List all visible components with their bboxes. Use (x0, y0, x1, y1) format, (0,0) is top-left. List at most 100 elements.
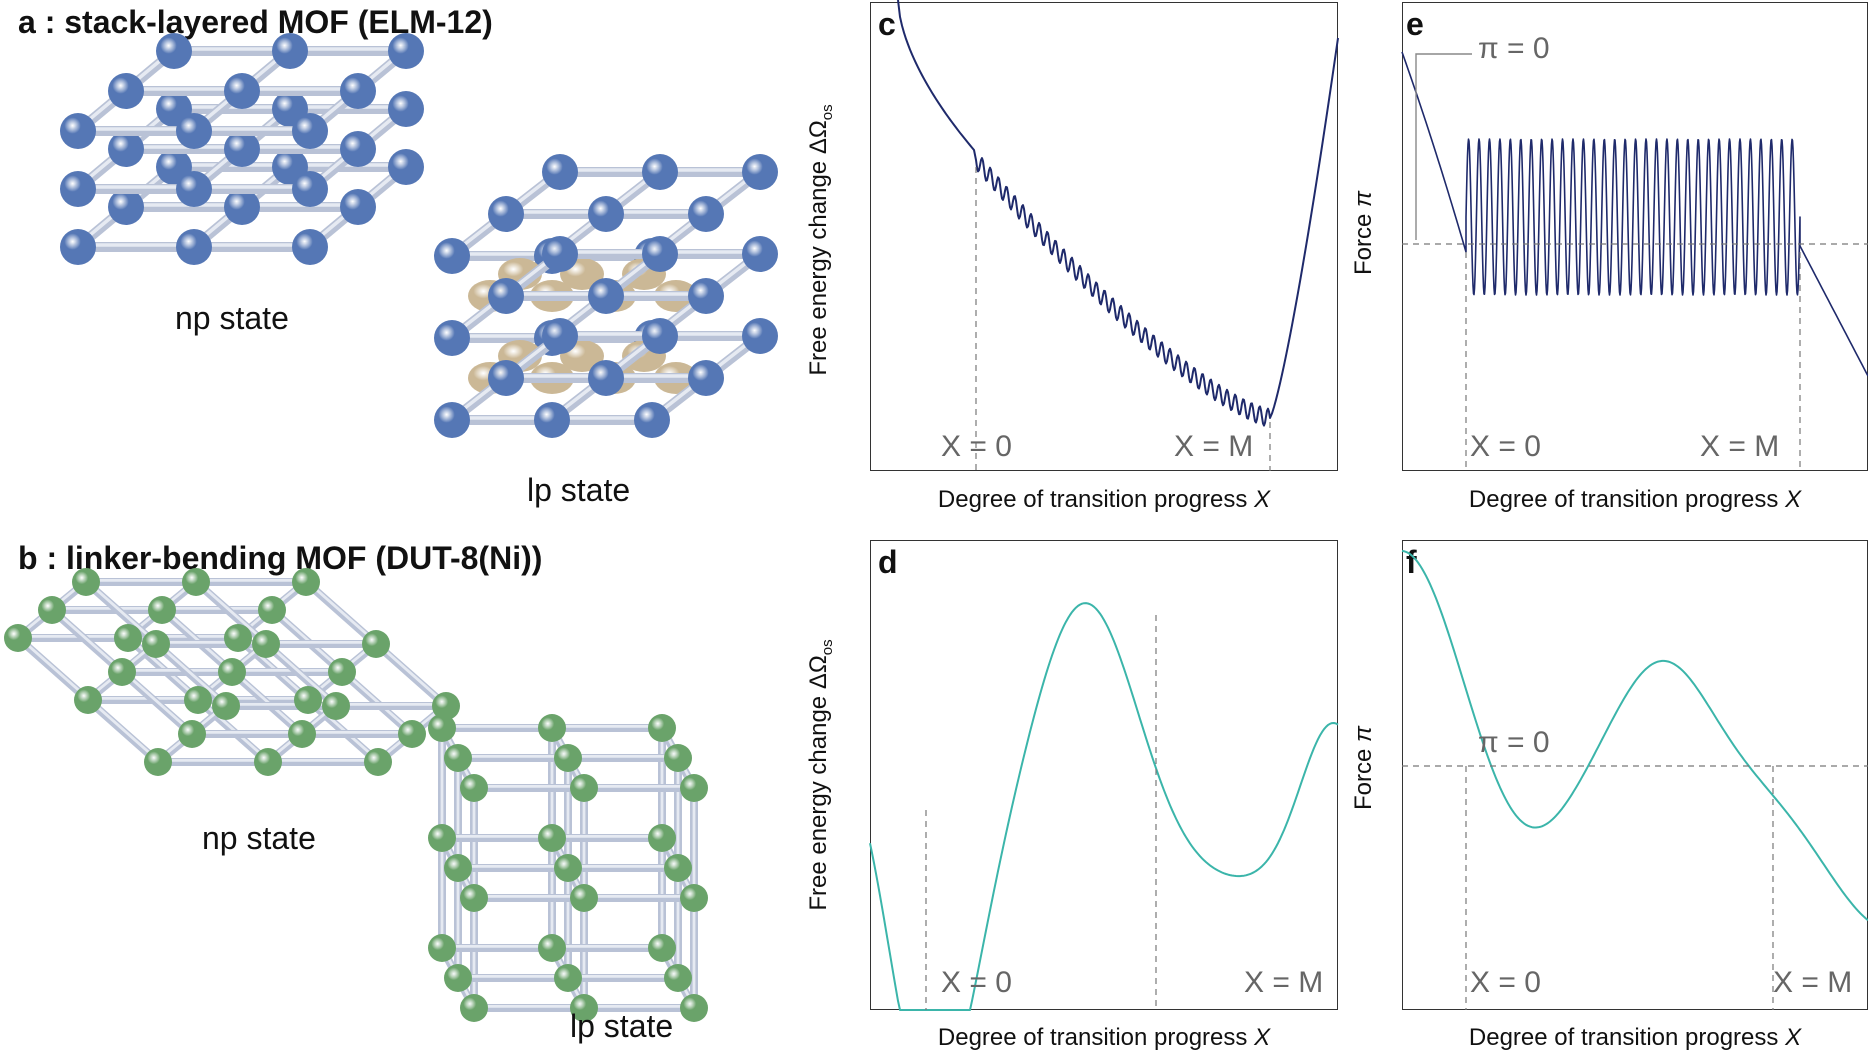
metal-node (212, 692, 240, 720)
panel-f-x0-mark: X = 0 (1470, 966, 1541, 999)
metal-node (428, 714, 456, 742)
pi-label-leader (1415, 53, 1472, 240)
metal-node (680, 774, 708, 802)
free-energy-curve-c (897, 0, 1339, 427)
metal-node (340, 189, 376, 225)
metal-node (444, 854, 472, 882)
panel-e-pi-label: π = 0 (1478, 32, 1550, 65)
metal-node (542, 236, 578, 272)
linker-rod-highlight (264, 641, 338, 706)
metal-node (588, 360, 624, 396)
linker-rod-highlight (374, 641, 448, 706)
metal-node (542, 318, 578, 354)
metal-node (224, 73, 260, 109)
metal-node (144, 748, 172, 776)
panel-e-curve (1401, 51, 1868, 471)
elm12-lp-structure (434, 154, 778, 438)
panel-d-curve (869, 602, 1339, 1011)
metal-node (554, 744, 582, 772)
panel-e-letter: e (1406, 6, 1424, 42)
metal-node (680, 884, 708, 912)
linker-rod-highlight (50, 606, 124, 672)
metal-node (364, 748, 392, 776)
metal-node (432, 692, 460, 720)
metal-node (428, 824, 456, 852)
metal-node (292, 568, 320, 596)
metal-node (272, 33, 308, 69)
panel-d-xlabel: Degree of transition progress X (937, 1024, 1271, 1051)
metal-node (460, 774, 488, 802)
panel-f-ylabel: Force π (1350, 725, 1377, 811)
metal-node (570, 994, 598, 1022)
metal-node (108, 189, 144, 225)
force-curve-e (1401, 51, 1868, 377)
metal-node (182, 568, 210, 596)
linker-rod-highlight (230, 669, 304, 734)
metal-node (60, 113, 96, 149)
metal-node (688, 278, 724, 314)
panel-c-ylabel: Free energy change ΔΩos (805, 104, 836, 376)
elm12-np-structure (60, 33, 424, 265)
metal-node (642, 236, 678, 272)
panel-f-xm-mark: X = M (1773, 966, 1853, 999)
metal-node (114, 624, 142, 652)
panel-c-letter: c (878, 6, 896, 42)
metal-node (434, 320, 470, 356)
metal-node (434, 402, 470, 438)
panel-e-xlabel: Degree of transition progress X (1468, 486, 1802, 513)
linker-rod-highlight (84, 578, 158, 644)
metal-node (688, 360, 724, 396)
metal-node (60, 229, 96, 265)
linker-rod-highlight (196, 697, 270, 762)
metal-node (742, 318, 778, 354)
panel-c-xlabel: Degree of transition progress X (937, 486, 1271, 513)
metal-node (570, 884, 598, 912)
panel-f-xlabel: Degree of transition progress X (1468, 1024, 1802, 1051)
metal-node (292, 171, 328, 207)
metal-node (38, 596, 66, 624)
panel-d-letter: d (878, 544, 898, 580)
metal-node (742, 236, 778, 272)
metal-node (178, 720, 206, 748)
panel-c-frame (870, 2, 1338, 471)
panel-b-np-label: np state (202, 820, 316, 856)
linker-rod-highlight (154, 641, 228, 706)
linker-rod-highlight (16, 635, 90, 700)
metal-node (642, 318, 678, 354)
metal-node (254, 748, 282, 776)
metal-node (176, 113, 212, 149)
metal-node (60, 171, 96, 207)
metal-node (176, 171, 212, 207)
linker-rod-highlight (160, 606, 234, 672)
metal-node (542, 154, 578, 190)
metal-node (444, 744, 472, 772)
metal-node (258, 596, 286, 624)
metal-node (554, 964, 582, 992)
metal-node (664, 854, 692, 882)
panel-c-x0-mark: X = 0 (941, 430, 1012, 463)
metal-node (340, 73, 376, 109)
metal-node (148, 596, 176, 624)
panel-c-curve (897, 0, 1339, 471)
metal-node (224, 189, 260, 225)
linker-rod-highlight (86, 697, 160, 762)
metal-node (688, 196, 724, 232)
panel-e-xm-mark: X = M (1700, 430, 1780, 463)
panel-a-np-label: np state (175, 300, 289, 336)
metal-node (288, 720, 316, 748)
linker-rod-highlight (270, 606, 344, 672)
metal-node (488, 196, 524, 232)
panel-b-title: b : linker-bending MOF (DUT-8(Ni)) (18, 540, 543, 576)
metal-node (642, 154, 678, 190)
metal-node (588, 278, 624, 314)
metal-node (292, 113, 328, 149)
metal-node (328, 658, 356, 686)
metal-node (534, 402, 570, 438)
metal-node (664, 744, 692, 772)
metal-node (252, 630, 280, 658)
metal-node (108, 73, 144, 109)
metal-node (398, 720, 426, 748)
metal-node (488, 360, 524, 396)
metal-node (570, 774, 598, 802)
metal-node (294, 686, 322, 714)
